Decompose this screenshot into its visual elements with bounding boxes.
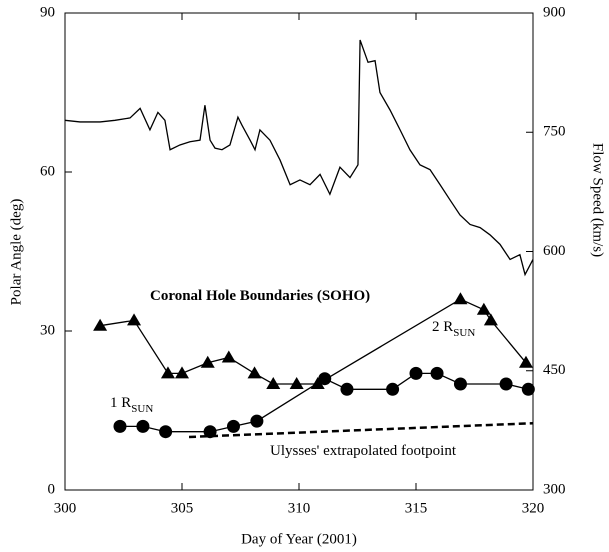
triangle-marker	[476, 302, 491, 315]
triangle-marker	[247, 366, 262, 379]
x-tick-label: 300	[54, 500, 77, 516]
circle-marker	[430, 366, 444, 380]
circle-marker	[113, 419, 127, 433]
series-line	[188, 421, 534, 439]
circle-marker	[159, 425, 173, 439]
annotation-text: Ulysses' extrapolated footpoint	[270, 443, 457, 459]
annotation: Coronal Hole Boundaries (SOHO)	[150, 288, 370, 304]
plot-frame	[64, 12, 534, 491]
x-tick-label: 315	[405, 500, 428, 516]
circle-marker	[226, 419, 240, 433]
circle-marker	[250, 414, 264, 428]
y2-tick-label: 300	[543, 481, 566, 497]
series-line	[99, 298, 527, 385]
triangle-marker	[518, 355, 533, 368]
y2-tick-label: 900	[543, 4, 566, 20]
triangle-marker	[175, 366, 189, 379]
y-tick-label: 90	[40, 4, 55, 20]
y2-tick-label: 450	[543, 362, 566, 378]
y-axis-label: Polar Angle (deg)	[8, 199, 24, 306]
y2-tick-label: 750	[543, 124, 566, 140]
circle-marker	[136, 419, 150, 433]
annotation-subscript: SUN	[131, 403, 153, 415]
triangle-marker	[453, 292, 468, 305]
triangle-marker	[221, 350, 236, 363]
series-line	[64, 39, 534, 277]
annotation: 2 RSUN	[432, 319, 475, 338]
annotation-subscript: SUN	[453, 327, 475, 339]
annotation-text: 2 R	[432, 319, 453, 335]
triangle-marker	[266, 377, 281, 389]
x-tick-label: 310	[288, 500, 311, 516]
annotation: 1 RSUN	[110, 395, 153, 414]
circle-marker	[340, 382, 354, 396]
x-tick-label: 305	[171, 500, 194, 516]
triangle-marker	[200, 355, 215, 368]
circle-marker	[521, 382, 535, 396]
circle-marker	[386, 382, 400, 396]
annotation-text: Coronal Hole Boundaries (SOHO)	[150, 288, 370, 304]
y-tick-label: 0	[48, 481, 56, 497]
triangle-marker	[483, 313, 498, 326]
circle-marker	[499, 377, 513, 391]
annotation-text: 1 R	[110, 395, 131, 411]
annotation: Ulysses' extrapolated footpoint	[270, 443, 457, 459]
circle-marker	[453, 377, 467, 391]
triangle-marker	[93, 318, 108, 331]
x-tick-label: 320	[522, 500, 545, 516]
triangle-marker	[160, 366, 175, 379]
y2-tick-label: 600	[543, 243, 566, 259]
triangle-marker	[127, 313, 142, 326]
circle-marker	[318, 372, 332, 386]
x-axis-label: Day of Year (2001)	[241, 531, 357, 547]
circle-marker	[409, 366, 423, 380]
triangle-marker	[289, 377, 304, 389]
y-tick-label: 30	[40, 322, 55, 338]
y2-axis-label: Flow Speed (km/s)	[590, 143, 606, 257]
y-tick-label: 60	[40, 163, 55, 179]
